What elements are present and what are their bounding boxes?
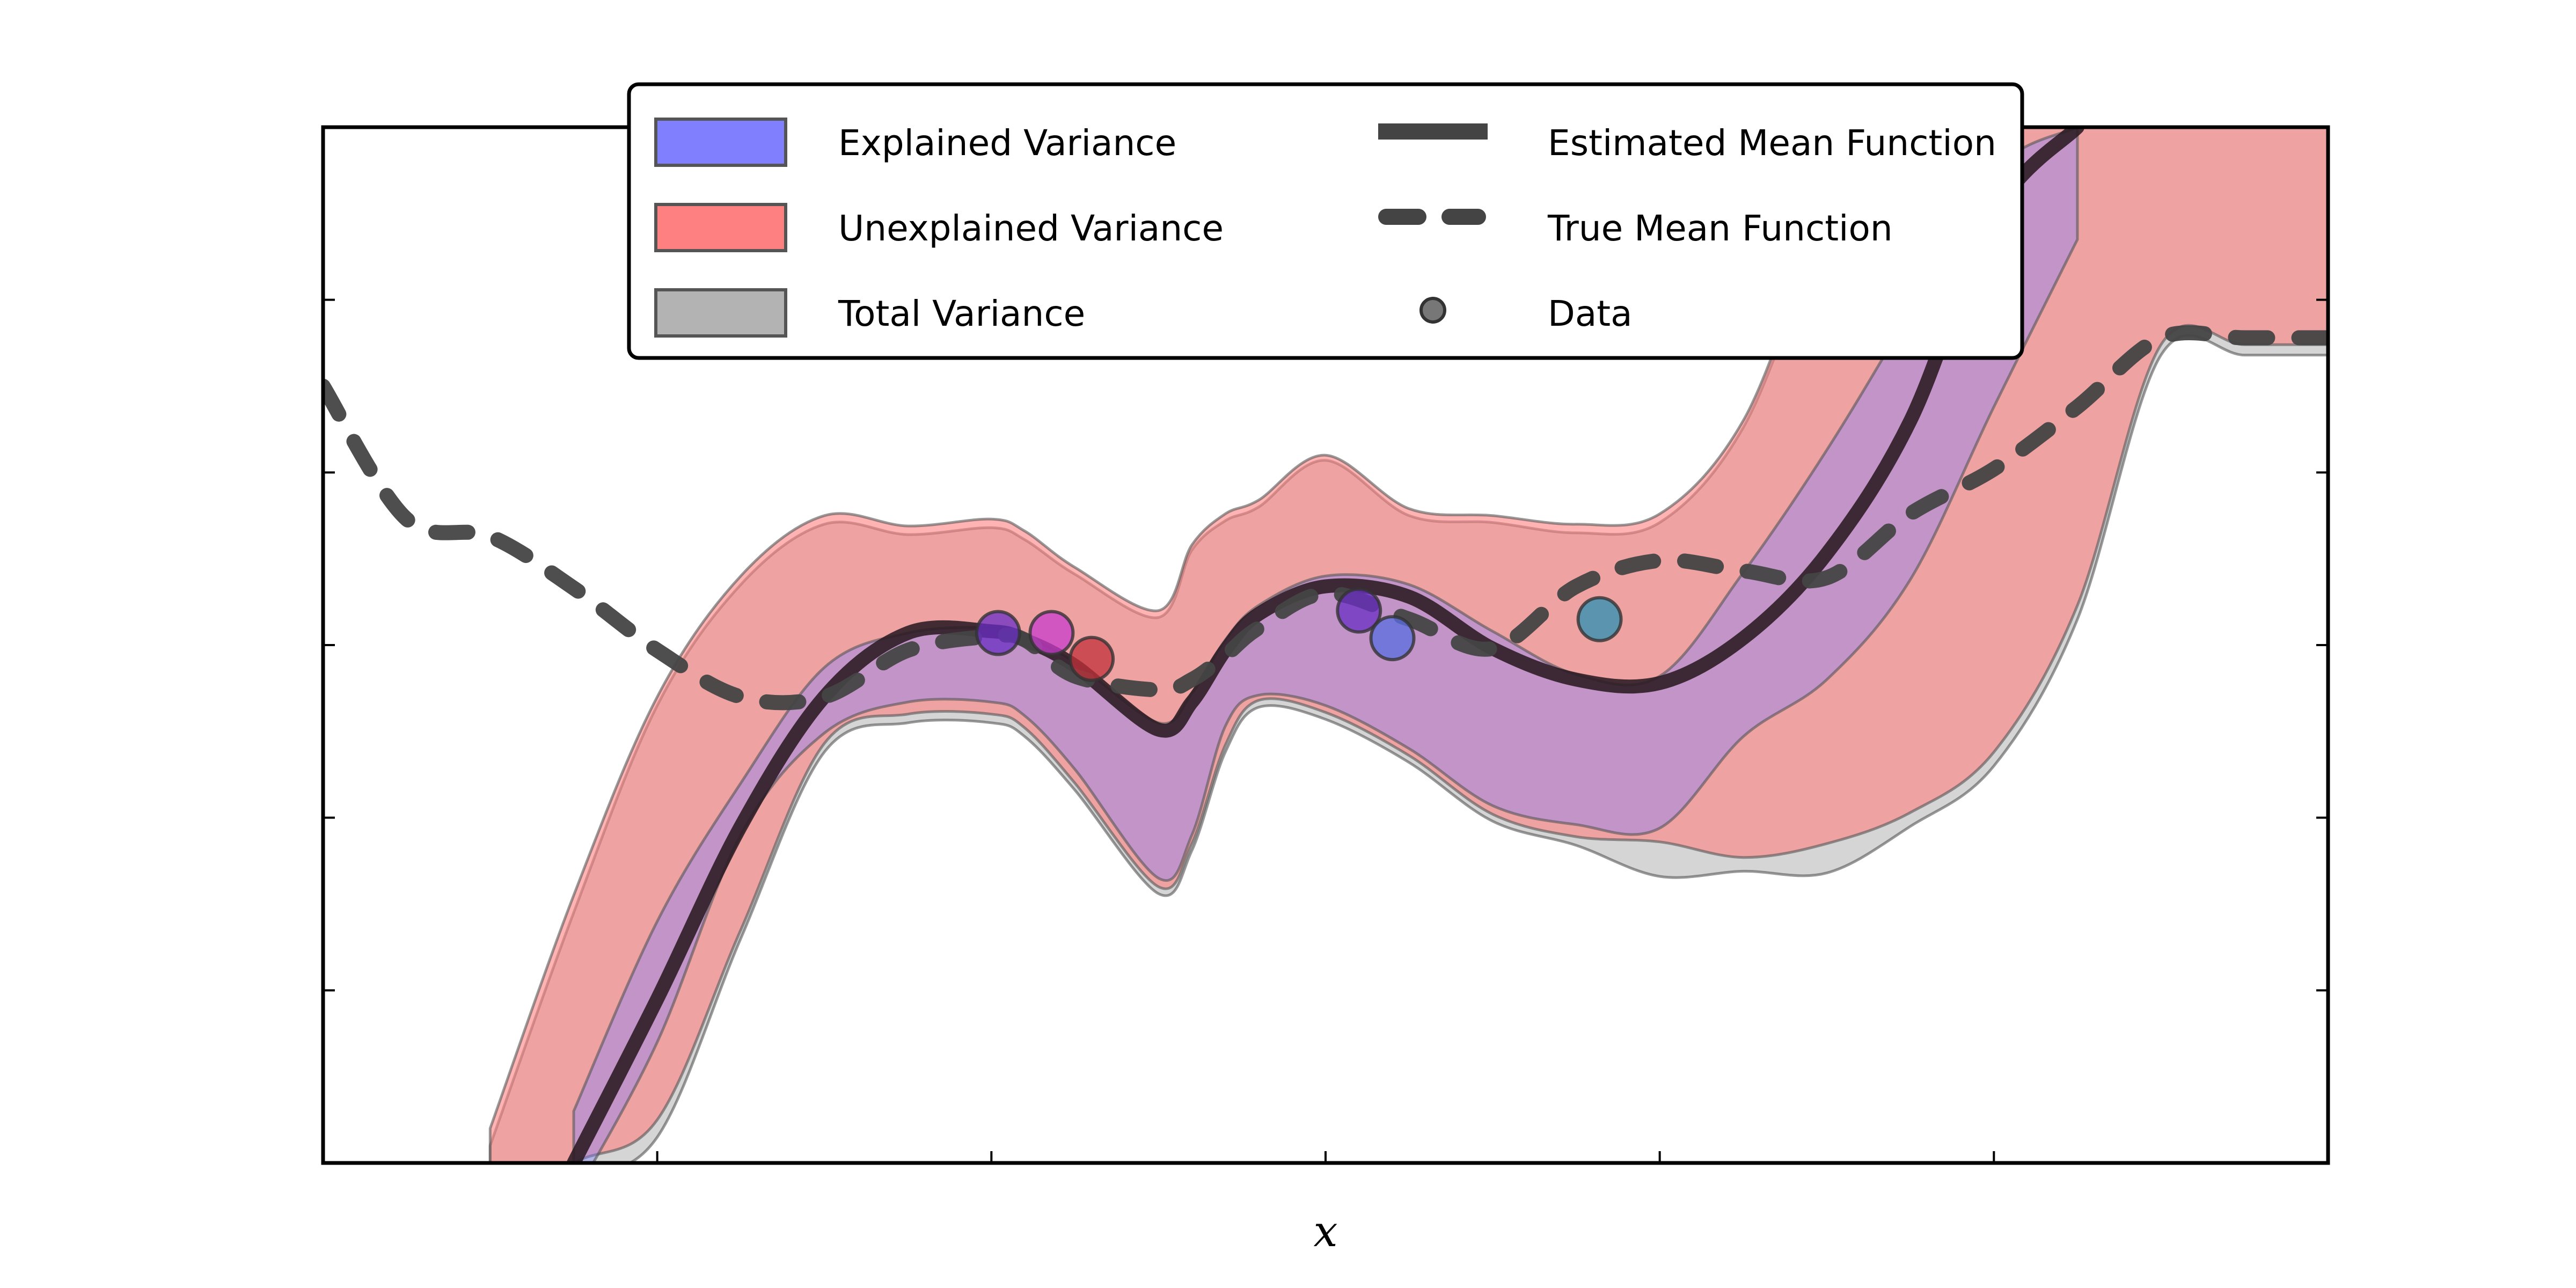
data-points xyxy=(975,587,1623,682)
legend-frame xyxy=(627,82,2024,360)
legend-swatch-data xyxy=(1419,297,1446,324)
data-point-5 xyxy=(1369,615,1416,662)
legend: Explained Variance Unexplained Variance To… xyxy=(627,82,2024,360)
legend-label-estimated-mean-function: Estimated Mean Function xyxy=(1548,122,1996,164)
legend-swatch-total-variance xyxy=(654,288,787,338)
x-axis-label: x xyxy=(1313,1206,1337,1256)
estimated-mean-function-line xyxy=(567,127,2084,1163)
data-point-1 xyxy=(975,610,1021,656)
legend-label-total-variance: Total Variance xyxy=(838,293,1085,334)
data-point-6 xyxy=(1576,596,1623,642)
legend-swatch-explained-variance xyxy=(654,118,787,167)
legend-label-true-mean-function: True Mean Function xyxy=(1547,208,1893,249)
data-point-4 xyxy=(1336,587,1382,634)
legend-label-explained-variance: Explained Variance xyxy=(838,122,1176,164)
data-point-3 xyxy=(1069,635,1115,682)
legend-swatch-unexplained-variance xyxy=(654,203,787,252)
true-mean-function-line xyxy=(323,325,2328,711)
legend-label-unexplained-variance: Unexplained Variance xyxy=(838,208,1224,249)
mean-function-lines xyxy=(323,127,2328,1163)
legend-label-data: Data xyxy=(1548,293,1633,334)
data-point-2 xyxy=(1028,610,1075,656)
